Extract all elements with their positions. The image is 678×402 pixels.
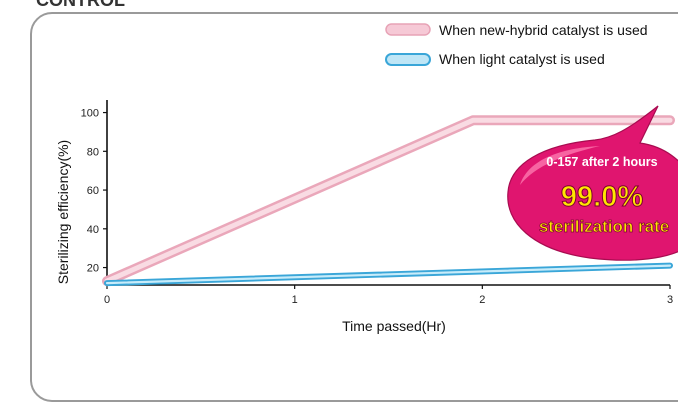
- callout-bubble-shape: [507, 105, 678, 261]
- series-layer: [102, 115, 675, 287]
- legend: When new-hybrid catalyst is used When li…: [385, 22, 648, 67]
- series-line-light: [105, 264, 672, 285]
- y-tick-label: 80: [87, 146, 99, 158]
- callout-line1: 0-157 after 2 hours: [546, 155, 657, 169]
- x-tick-group: 0 1 2 3: [104, 285, 673, 306]
- x-tick-label: 3: [667, 294, 673, 306]
- callout-bubble-shine: [520, 146, 600, 185]
- y-tick-label: 20: [87, 263, 99, 275]
- legend-label-hybrid: When new-hybrid catalyst is used: [439, 22, 648, 38]
- y-tick-label: 100: [81, 108, 99, 120]
- x-tick-label: 2: [479, 294, 485, 306]
- y-tick-label: 40: [87, 224, 99, 236]
- callout-bubble: 0-157 after 2 hours 99.0% sterilization …: [507, 105, 678, 261]
- x-tick-label: 0: [104, 294, 110, 306]
- callout-line2: 99.0%: [561, 181, 643, 213]
- legend-swatch-light: [385, 53, 431, 66]
- y-tick-label: 60: [87, 185, 99, 197]
- y-axis-title: Sterilizing efficiency(%): [55, 140, 71, 284]
- x-axis-title: Time passed(Hr): [342, 318, 446, 334]
- x-tick-label: 1: [292, 294, 298, 306]
- y-tick-group: 20 40 60 80 100: [81, 108, 107, 275]
- callout-line3: sterilization rate: [539, 217, 669, 236]
- legend-label-light: When light catalyst is used: [439, 51, 605, 67]
- legend-swatch-hybrid: [385, 23, 431, 36]
- sterilization-line-chart: CONTROL 20 40 60 80 100 0 1 2 3 Time passed(Hr)…: [36, 0, 678, 334]
- page-header: CONTROL: [36, 0, 125, 10]
- series-line-hybrid: [104, 117, 673, 284]
